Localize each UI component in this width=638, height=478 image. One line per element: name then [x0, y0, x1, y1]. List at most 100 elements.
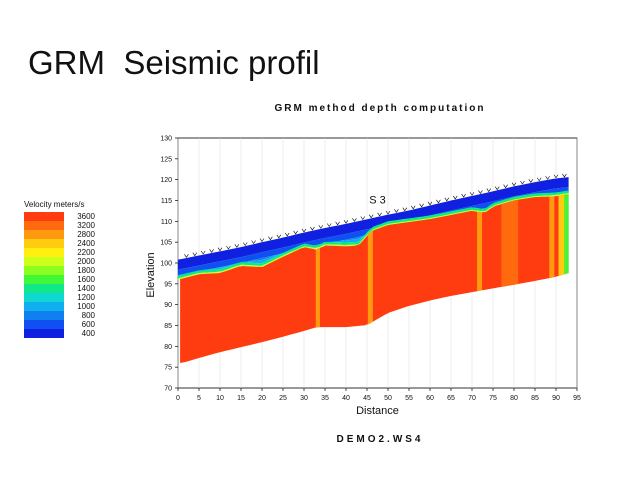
geophone-mark — [259, 238, 265, 243]
legend-label: 3600 — [77, 212, 95, 221]
plot-area: S 3 — [177, 137, 578, 389]
legend-label: 400 — [82, 329, 96, 338]
x-axis-label: Distance — [356, 405, 399, 417]
geophone-mark — [511, 182, 517, 187]
y-tick-label: 90 — [164, 302, 172, 309]
geophone-mark — [436, 199, 441, 204]
legend-swatch — [24, 284, 64, 293]
geophone-mark — [352, 218, 357, 222]
velocity-zone-0 — [315, 248, 320, 328]
legend-swatch — [24, 320, 64, 329]
x-tick-label: 85 — [531, 395, 539, 402]
geophone-mark — [469, 192, 475, 196]
geophone-mark — [343, 220, 349, 224]
geophone-mark — [503, 184, 508, 189]
y-tick-label: 75 — [164, 365, 172, 372]
geophone-mark — [276, 234, 282, 239]
legend-swatch — [24, 248, 64, 257]
x-tick-label: 60 — [426, 395, 434, 402]
y-tick-label: 70 — [164, 386, 172, 393]
legend-label: 1600 — [77, 275, 95, 284]
x-tick-label: 95 — [573, 395, 581, 402]
velocity-zone-1 — [367, 230, 373, 325]
velocity-zone-6 — [564, 194, 569, 275]
legend-label: 1400 — [77, 284, 95, 293]
slide-title: GRM Seismic profil — [28, 44, 320, 81]
legend-label: 1200 — [77, 293, 95, 302]
geophone-mark — [360, 216, 366, 221]
legend-swatch — [24, 293, 64, 302]
legend-title: Velocity meters/s — [24, 200, 85, 209]
y-tick-label: 100 — [160, 261, 172, 268]
x-tick-label: 15 — [237, 395, 245, 402]
geophone-mark — [293, 230, 298, 235]
x-tick-label: 80 — [510, 395, 518, 402]
geophone-mark — [545, 176, 550, 180]
layer-400 — [178, 177, 569, 270]
geophone-mark — [494, 186, 500, 191]
geophone-mark — [310, 226, 315, 231]
legend-swatch — [24, 266, 64, 275]
geophone-mark — [200, 250, 206, 255]
geophone-mark — [268, 236, 273, 241]
y-tick-label: 110 — [161, 219, 172, 226]
legend-swatch — [24, 257, 64, 266]
geophone-mark — [318, 225, 324, 229]
geophone-mark — [520, 180, 525, 185]
geophone-mark — [452, 195, 458, 200]
x-tick-label: 35 — [321, 395, 329, 402]
geophone-mark — [209, 249, 214, 253]
legend-swatch — [24, 221, 64, 230]
geophone-mark — [528, 179, 534, 183]
geophone-mark — [217, 247, 223, 252]
velocity-zone-2 — [477, 211, 483, 292]
chart-footer: DEMO2.WS4 — [336, 434, 424, 445]
geophone-mark — [536, 177, 542, 182]
geophone-mark — [226, 245, 231, 250]
legend-swatch — [24, 230, 64, 239]
geophone-mark — [427, 201, 433, 206]
legend-label: 3200 — [77, 221, 95, 230]
x-tick-label: 30 — [300, 395, 308, 402]
x-tick-label: 55 — [405, 395, 413, 402]
geophone-mark — [410, 205, 416, 210]
geophone-mark — [461, 193, 466, 198]
layer-1400 — [178, 190, 569, 279]
x-tick-label: 20 — [258, 395, 266, 402]
geophone-mark — [562, 173, 567, 178]
velocity-legend: 3600320028002400220020001800160014001200… — [24, 212, 96, 338]
legend-swatch — [24, 329, 64, 338]
y-tick-label: 115 — [161, 198, 172, 205]
x-tick-label: 0 — [176, 395, 180, 402]
y-tick-label: 85 — [164, 323, 172, 330]
legend-label: 2400 — [77, 239, 95, 248]
geophone-mark — [419, 203, 424, 208]
x-tick-label: 10 — [216, 395, 224, 402]
legend-swatch — [24, 212, 64, 221]
y-tick-label: 105 — [160, 240, 172, 247]
x-tick-label: 40 — [342, 395, 350, 402]
geophone-mark — [368, 214, 374, 219]
y-axis-label: Elevation — [145, 252, 157, 297]
x-tick-label: 90 — [552, 395, 560, 402]
velocity-zone-3 — [501, 199, 519, 287]
geophone-mark — [242, 242, 248, 247]
legend-label: 2200 — [77, 248, 95, 257]
geophone-mark — [251, 240, 256, 245]
geophone-mark — [301, 228, 307, 233]
y-tick-label: 120 — [160, 177, 172, 184]
x-tick-label: 50 — [384, 395, 392, 402]
legend-swatch — [24, 302, 64, 311]
geophone-mark — [553, 174, 559, 179]
chart-title: GRM method depth computation — [274, 103, 486, 114]
geophone-mark — [377, 212, 382, 217]
y-tick-label: 95 — [164, 281, 172, 288]
x-tick-label: 5 — [197, 395, 201, 402]
refractor-3600 — [180, 194, 569, 363]
geophone-mark — [326, 223, 332, 228]
geophone-mark — [385, 210, 391, 215]
legend-swatch — [24, 275, 64, 284]
legend-label: 2000 — [77, 257, 95, 266]
axes: 0 5 10 15 20 25 30 35 40 45 50 55 60 65 70 75 80 85 90 95 70… — [145, 136, 581, 418]
